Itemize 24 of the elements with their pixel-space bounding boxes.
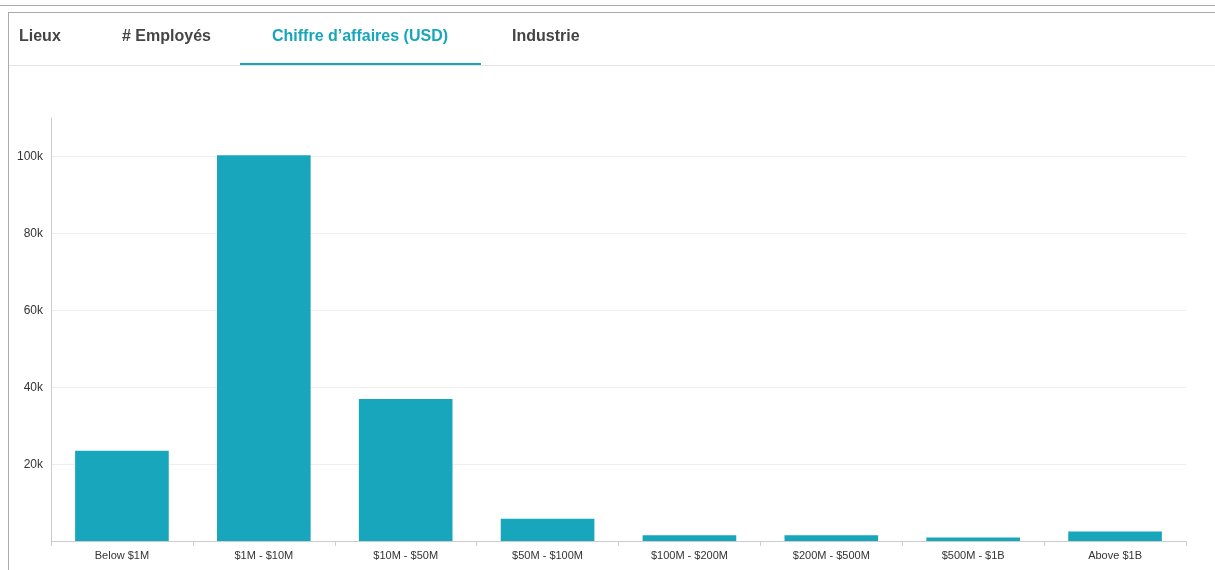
x-tick-label: $1M - $10M [234,548,294,561]
y-tick-label: 20k [23,457,44,472]
bar [216,155,311,541]
y-tick-label: 40k [23,380,44,395]
bar [1068,531,1162,541]
bar [784,535,879,541]
x-tick-label: $200M - $500M [792,548,870,561]
text: Lieux [19,27,61,45]
x-tick-label: $500M - $1B [941,548,1005,561]
text: Industrie [512,27,580,45]
x-tick-label: $100M - $200M [650,548,728,561]
bar [75,450,169,541]
chart-title: Chiffre d’affaires (USD) [272,27,449,45]
x-tick-label: Above $1B [1088,548,1142,561]
text: # Employés [122,27,211,45]
y-tick-label: 100k [16,149,44,164]
x-tick-label: $10M - $50M [373,548,439,561]
bar [500,518,595,541]
y-tick-label: 80k [23,226,44,241]
x-tick-label: Below $1M [94,548,150,561]
bar [358,399,453,541]
y-tick-label: 60k [23,303,44,318]
x-tick-label: $50M - $100M [512,548,584,561]
bar [642,535,737,541]
